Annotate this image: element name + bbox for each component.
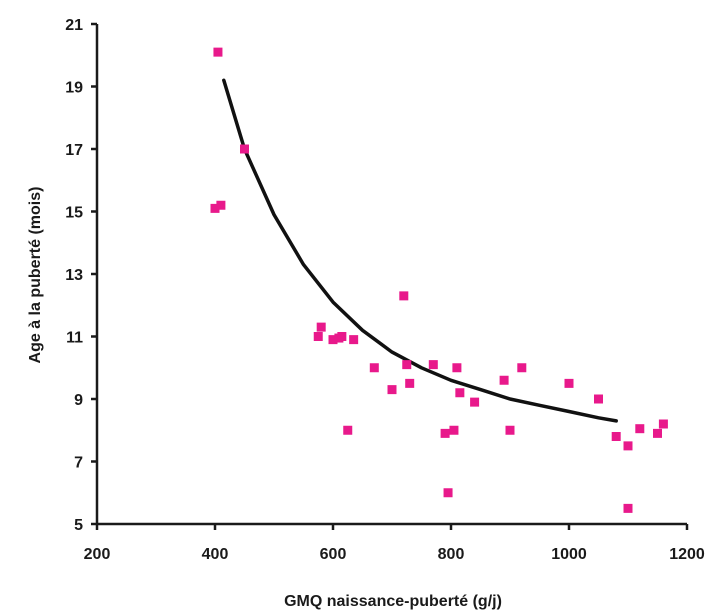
x-tick-label: 1000	[551, 546, 587, 563]
data-point	[216, 200, 226, 210]
data-point	[328, 335, 338, 345]
data-point	[343, 425, 353, 435]
data-point	[369, 363, 379, 373]
data-point	[623, 503, 633, 513]
x-tick-label: 200	[84, 546, 111, 563]
data-point	[316, 322, 326, 332]
trend-curve-group	[222, 78, 618, 423]
data-point	[564, 378, 574, 388]
data-point	[210, 203, 220, 213]
data-point	[213, 47, 223, 57]
data-point	[505, 425, 515, 435]
data-point	[499, 375, 509, 385]
x-tick-label: 1200	[669, 546, 705, 563]
data-point	[349, 335, 359, 345]
data-point	[658, 419, 668, 429]
y-tick-label: 5	[74, 517, 83, 534]
data-point	[455, 388, 465, 398]
data-point	[387, 385, 397, 395]
data-point	[240, 144, 249, 154]
y-tick-label: 19	[65, 80, 83, 97]
data-point	[517, 363, 527, 373]
data-point	[449, 425, 459, 435]
data-points	[210, 47, 668, 513]
y-tick-label: 9	[74, 392, 83, 409]
y-tick-label: 11	[66, 330, 83, 347]
data-point	[623, 441, 633, 451]
data-point	[653, 428, 662, 438]
y-axis-label: Age à la puberté (mois)	[27, 187, 44, 364]
x-axis-label: GMQ naissance-puberté (g/j)	[284, 593, 502, 610]
x-tick-label: 400	[202, 546, 229, 563]
y-tick-label: 21	[65, 17, 83, 34]
x-tick-label: 600	[320, 546, 347, 563]
data-point	[405, 378, 415, 388]
y-tick-label: 7	[74, 455, 83, 472]
x-tick-label: 800	[438, 546, 465, 563]
data-point	[440, 428, 450, 438]
data-point	[470, 397, 480, 407]
y-tick-label: 13	[65, 267, 83, 284]
data-point	[428, 360, 438, 370]
y-tick-label: 17	[65, 142, 83, 159]
axes: 5 7 9 11 13 15 17 19 21 200 400 600 800 1000 1200	[65, 17, 705, 563]
trend-curve	[222, 78, 618, 423]
data-point	[594, 394, 603, 404]
data-point	[452, 363, 462, 373]
data-point	[402, 360, 412, 370]
y-tick-label: 15	[65, 205, 83, 222]
data-point	[635, 424, 645, 434]
data-point	[399, 291, 409, 301]
data-point	[313, 332, 323, 341]
data-point	[443, 488, 453, 498]
data-point	[611, 432, 621, 441]
data-point	[337, 332, 347, 341]
